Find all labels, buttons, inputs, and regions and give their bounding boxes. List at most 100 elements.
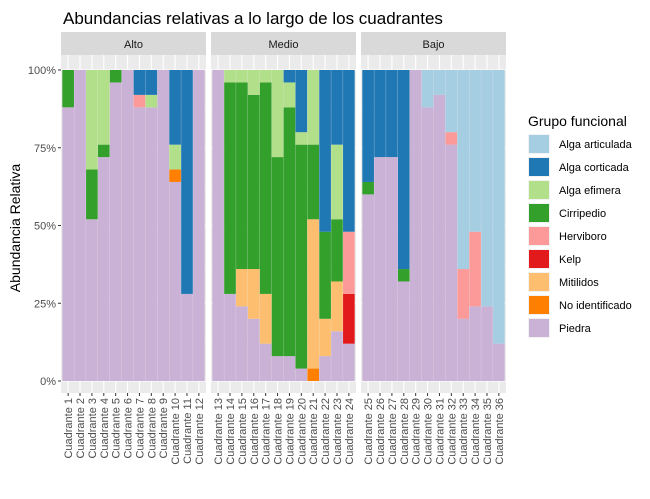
legend-label: Alga efimera xyxy=(559,185,622,197)
bar-segment-alga-corticada: Cuadrante 8 — Alga corticada: 8% xyxy=(145,70,158,95)
legend-label: Piedra xyxy=(559,323,592,335)
bar-cuadrante-21: Cuadrante 21 — No identificado: 4%Cuadra… xyxy=(307,70,320,381)
bar-cuadrante-1: Cuadrante 1 — Piedra: 88%Cuadrante 1 — C… xyxy=(62,70,74,381)
legend-item-alga-efimera: Alga efimera xyxy=(528,180,622,200)
legend-item-mitilidos: Mitilidos xyxy=(528,272,599,292)
legend-item-kelp: Kelp xyxy=(528,249,581,269)
bar-segment-cirripedio: Cuadrante 28 — Cirripedio: 4% xyxy=(397,269,410,282)
bar-segment-cirripedio: Cuadrante 1 — Cirripedio: 12% xyxy=(62,70,74,108)
facet-panel-alto: Alto Cuadrante 1 — Piedra: 88%Cuadrante 1… xyxy=(61,32,206,465)
x-tick-label: Cuadrante 21 xyxy=(308,398,320,465)
bar-segment-piedra: Cuadrante 3 — Piedra: 52% xyxy=(86,219,98,381)
bar-cuadrante-2: Cuadrante 2 — Piedra: 100% xyxy=(74,70,86,381)
bar-cuadrante-3: Cuadrante 3 — Piedra: 52%Cuadrante 3 — C… xyxy=(86,70,98,381)
bar-segment-piedra: Cuadrante 4 — Piedra: 72% xyxy=(97,157,110,381)
bar-segment-piedra: Cuadrante 6 — Piedra: 100% xyxy=(121,70,134,381)
bar-cuadrante-8: Cuadrante 8 — Piedra: 88%Cuadrante 8 — A… xyxy=(145,70,158,381)
bar-segment-alga-corticada: Cuadrante 22 — Alga corticada: 52% xyxy=(319,70,331,232)
bar-cuadrante-5: Cuadrante 5 — Piedra: 96%Cuadrante 5 — C… xyxy=(109,70,122,381)
bar-segment-piedra: Cuadrante 13 — Piedra: 100% xyxy=(212,70,224,381)
x-tick-label: Cuadrante 29 xyxy=(411,398,423,465)
bar-cuadrante-16: Cuadrante 16 — Piedra: 20%Cuadrante 16 —… xyxy=(247,70,260,381)
bar-segment-piedra: Cuadrante 33 — Piedra: 20% xyxy=(457,318,470,381)
x-tick-label: Cuadrante 10 xyxy=(170,398,182,465)
bar-segment-alga-articulada: Cuadrante 33 — Alga articulada: 64% xyxy=(457,70,470,270)
bar-segment-alga-corticada: Cuadrante 28 — Alga corticada: 64% xyxy=(397,70,410,270)
legend-item-herviboro: Herviboro xyxy=(528,226,607,246)
bar-cuadrante-36: Cuadrante 36 — Piedra: 12%Cuadrante 36 —… xyxy=(493,70,505,381)
bar-segment-alga-efimera: Cuadrante 8 — Alga efimera: 4% xyxy=(145,94,158,108)
bar-segment-mitilidos: Cuadrante 23 — Mitilidos: 16% xyxy=(331,281,343,332)
legend-label: No identificado xyxy=(559,300,632,312)
bar-segment-cirripedio: Cuadrante 15 — Cirripedio: 60% xyxy=(236,82,248,270)
y-tick-label: 25% xyxy=(34,298,56,310)
bar-segment-mitilidos: Cuadrante 21 — Mitilidos: 48% xyxy=(307,219,320,369)
bar-cuadrante-30: Cuadrante 30 — Piedra: 88%Cuadrante 30 —… xyxy=(421,70,434,381)
bar-segment-piedra: Cuadrante 25 — Piedra: 60% xyxy=(362,194,374,381)
legend-swatch xyxy=(529,273,549,291)
x-tick-label: Cuadrante 25 xyxy=(363,398,375,465)
bar-cuadrante-28: Cuadrante 28 — Piedra: 32%Cuadrante 28 —… xyxy=(397,70,410,381)
bar-segment-piedra: Cuadrante 19 — Piedra: 8% xyxy=(283,356,296,381)
bar-cuadrante-6: Cuadrante 6 — Piedra: 100% xyxy=(121,70,134,381)
bar-segment-mitilidos: Cuadrante 16 — Mitilidos: 16% xyxy=(247,269,260,319)
bar-segment-herviboro: Cuadrante 32 — Herviboro: 4% xyxy=(445,132,458,145)
bar-segment-piedra: Cuadrante 22 — Piedra: 8% xyxy=(319,356,331,381)
bar-segment-alga-efimera: Cuadrante 20 — Alga efimera: 4% xyxy=(295,132,308,145)
x-tick-label: Cuadrante 11 xyxy=(182,398,194,464)
bar-segment-piedra: Cuadrante 30 — Piedra: 88% xyxy=(421,107,434,381)
bar-segment-alga-corticada: Cuadrante 25 — Alga corticada: 36% xyxy=(362,70,374,182)
bar-segment-alga-corticada: Cuadrante 20 — Alga corticada: 20% xyxy=(295,70,308,133)
bar-segment-alga-corticada: Cuadrante 7 — Alga corticada: 8% xyxy=(133,70,146,95)
legend-swatch xyxy=(529,319,549,337)
bar-segment-piedra: Cuadrante 27 — Piedra: 72% xyxy=(386,157,398,381)
x-tick-label: Cuadrante 23 xyxy=(332,398,344,465)
x-tick-label: Cuadrante 18 xyxy=(273,398,285,465)
x-tick-label: Cuadrante 16 xyxy=(249,398,261,465)
x-tick-label: Cuadrante 5 xyxy=(111,398,123,459)
x-tick-label: Cuadrante 22 xyxy=(320,398,332,465)
legend-item-cirripedio: Cirripedio xyxy=(528,203,606,223)
x-tick-label: Cuadrante 28 xyxy=(399,398,411,465)
bar-cuadrante-35: Cuadrante 35 — Piedra: 24%Cuadrante 35 —… xyxy=(481,70,493,381)
bar-cuadrante-9: Cuadrante 9 — Piedra: 100% xyxy=(157,70,170,381)
bar-segment-piedra: Cuadrante 7 — Piedra: 88% xyxy=(133,107,146,381)
legend-label: Alga corticada xyxy=(559,162,630,174)
bar-segment-herviboro: Cuadrante 24 — Herviboro: 20% xyxy=(343,231,355,294)
bar-segment-piedra: Cuadrante 10 — Piedra: 64% xyxy=(169,181,181,381)
bar-segment-alga-articulada: Cuadrante 36 — Alga articulada: 88% xyxy=(493,70,505,344)
legend-item-no-identificado: No identificado xyxy=(528,295,632,315)
legend-swatch xyxy=(529,204,549,222)
bar-cuadrante-20: Cuadrante 20 — Piedra: 4%Cuadrante 20 — … xyxy=(295,70,308,381)
bar-segment-piedra: Cuadrante 20 — Piedra: 4% xyxy=(295,368,308,381)
bar-cuadrante-13: Cuadrante 13 — Piedra: 100% xyxy=(212,70,224,381)
bar-cuadrante-12: Cuadrante 12 — Piedra: 100% xyxy=(193,70,205,381)
legend-swatch xyxy=(529,135,549,153)
bar-cuadrante-11: Cuadrante 11 — Piedra: 28%Cuadrante 11 —… xyxy=(181,70,193,381)
bar-segment-cirripedio: Cuadrante 20 — Cirripedio: 72% xyxy=(295,144,308,369)
bar-segment-alga-corticada: Cuadrante 19 — Alga corticada: 4% xyxy=(283,70,296,83)
y-tick-label: 75% xyxy=(34,143,56,155)
bar-segment-piedra: Cuadrante 24 — Piedra: 12% xyxy=(343,343,355,381)
bar-cuadrante-25: Cuadrante 25 — Piedra: 60% Cuadrante 25 —… xyxy=(362,70,374,381)
bar-cuadrante-22: Cuadrante 22 — Piedra: 8% Cuadrante 22 — … xyxy=(319,70,331,381)
x-tick-label: Cuadrante 36 xyxy=(494,398,506,465)
bar-cuadrante-7: Cuadrante 7 — Piedra: 88%Cuadrante 7 — H… xyxy=(133,70,146,381)
x-tick-label: Cuadrante 35 xyxy=(482,398,494,465)
facet-strip-label: Bajo xyxy=(422,39,444,51)
bar-segment-cirripedio: Cuadrante 18 — Cirripedio: 64% xyxy=(271,157,284,357)
bar-segment-piedra: Cuadrante 35 — Piedra: 24% xyxy=(481,306,493,381)
bar-segment-alga-articulada: Cuadrante 32 — Alga articulada: 20% xyxy=(445,70,458,133)
bar-segment-alga-efimera: Cuadrante 21 — Alga efimera: 24% xyxy=(307,70,320,145)
chart-title: Abundancias relativas a lo largo de los … xyxy=(63,9,443,28)
bar-segment-cirripedio: Cuadrante 16 — Cirripedio: 56% xyxy=(247,94,260,270)
bar-segment-alga-efimera: Cuadrante 23 — Alga efimera: 24% xyxy=(331,144,343,220)
bar-segment-cirripedio: Cuadrante 14 — Cirripedio: 68% xyxy=(224,82,236,294)
facet-strip-label: Alto xyxy=(124,39,143,51)
bar-segment-cirripedio: Cuadrante 4 — Cirripedio: 4% xyxy=(97,144,110,158)
bar-segment-alga-corticada: Cuadrante 23 — Alga corticada: 24% xyxy=(331,70,343,145)
bar-segment-cirripedio: Cuadrante 5 — Cirripedio: 4% xyxy=(109,70,122,83)
legend-items: Alga articulada Alga corticada Alga efimer… xyxy=(528,134,633,338)
